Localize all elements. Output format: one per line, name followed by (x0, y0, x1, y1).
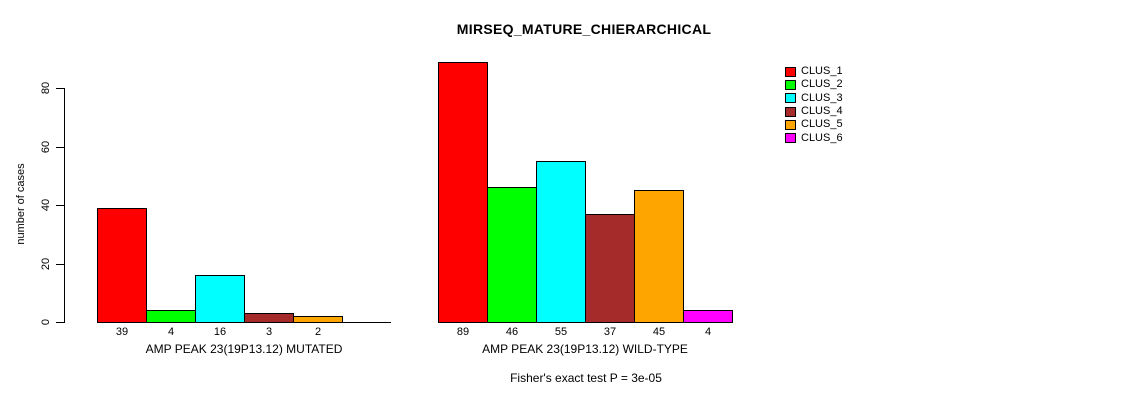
bar-value-label: 37 (603, 326, 617, 338)
bar-clus_3 (536, 161, 586, 323)
bar-value-label: 45 (652, 326, 666, 338)
legend-swatch-icon (785, 66, 796, 77)
bar-clus_2 (487, 187, 537, 323)
legend-swatch-icon (785, 93, 796, 104)
bar-clus_5 (293, 316, 343, 323)
legend-swatch-icon (785, 119, 796, 130)
bar-value-label: 89 (456, 326, 470, 338)
bar-clus_1 (438, 62, 488, 323)
bar-value-label: 55 (554, 326, 568, 338)
bar-clus_3 (195, 275, 245, 323)
legend-swatch-icon (785, 106, 796, 117)
legend-row: CLUS_2 (785, 78, 843, 91)
legend-row: CLUS_1 (785, 65, 843, 78)
bar-value-label: 3 (265, 326, 273, 338)
bar-clus_4 (244, 313, 294, 323)
bar-clus_1 (97, 208, 147, 323)
legend-label: CLUS_4 (801, 105, 843, 118)
bar-value-label: 39 (115, 326, 129, 338)
group-label-mutated: AMP PEAK 23(19P13.12) MUTATED (145, 342, 343, 356)
bar-value-label: 16 (213, 326, 227, 338)
group-label-wildtype: AMP PEAK 23(19P13.12) WILD-TYPE (482, 342, 688, 356)
legend-row: CLUS_3 (785, 92, 843, 105)
bar-clus_6 (683, 310, 733, 323)
legend-row: CLUS_5 (785, 118, 843, 131)
y-axis-tick-label: 40 (40, 198, 52, 212)
legend-label: CLUS_3 (801, 91, 843, 104)
legend-row: CLUS_6 (785, 131, 843, 144)
y-axis-tick-label: 60 (40, 140, 52, 153)
legend-label: CLUS_1 (801, 65, 843, 78)
y-axis-tick (56, 88, 64, 89)
legend-swatch-icon (785, 79, 796, 90)
legend: CLUS_1 CLUS_2 CLUS_3 CLUS_4 CLUS_5 CLUS_6 (785, 65, 843, 145)
y-axis-tick-label: 80 (40, 81, 52, 95)
bar-value-label: 4 (167, 326, 175, 338)
bar-value-label: 46 (505, 326, 519, 338)
chart-title: MIRSEQ_MATURE_CHIERARCHICAL (456, 21, 712, 37)
bar-clus_4 (585, 214, 635, 323)
y-axis-line (64, 88, 65, 323)
legend-row: CLUS_4 (785, 105, 843, 118)
y-axis-tick-label: 0 (40, 318, 52, 326)
legend-label: CLUS_2 (801, 78, 843, 91)
legend-label: CLUS_5 (801, 118, 843, 131)
pvalue-annotation: Fisher's exact test P = 3e-05 (510, 371, 662, 385)
legend-label: CLUS_6 (801, 131, 843, 144)
bar-clus_2 (146, 310, 196, 323)
y-axis-tick (56, 146, 64, 148)
y-axis-tick (56, 205, 64, 206)
bar-value-label: 2 (314, 326, 322, 338)
bar-value-label: 4 (704, 326, 712, 338)
legend-swatch-icon (785, 133, 796, 144)
y-axis-tick-label: 20 (40, 257, 52, 270)
y-axis-tick (56, 322, 64, 323)
y-axis-tick (56, 263, 64, 265)
bar-clus_5 (634, 190, 684, 323)
